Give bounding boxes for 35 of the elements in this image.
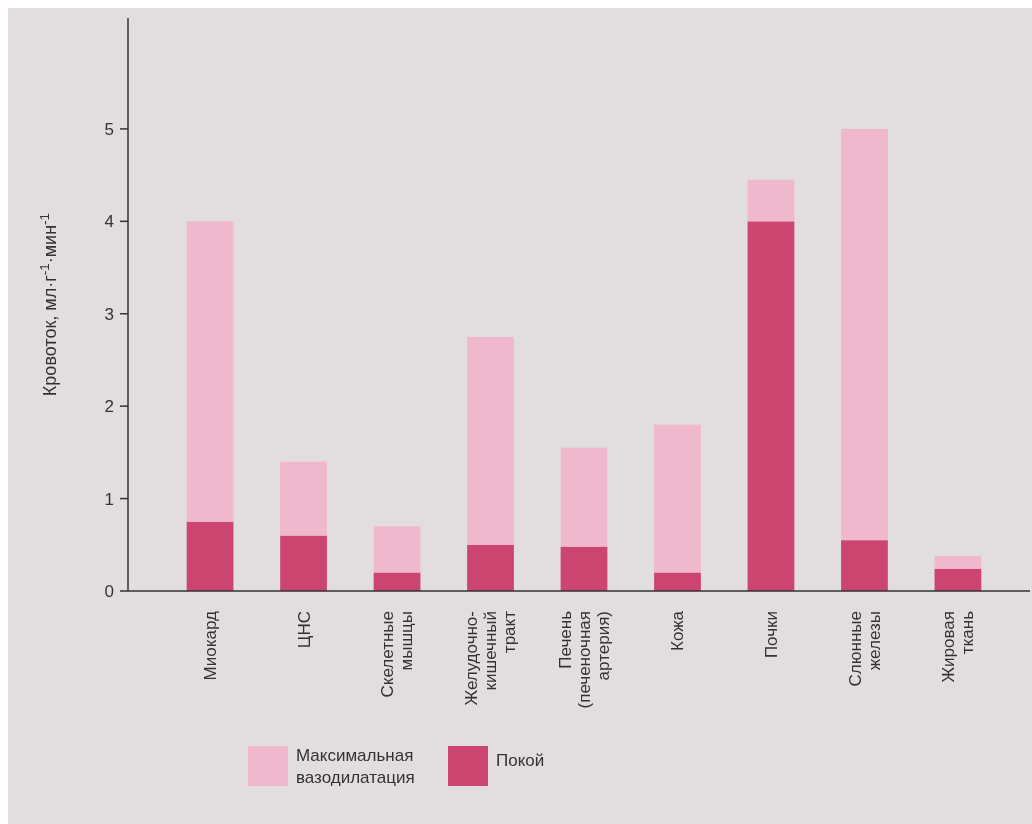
bar xyxy=(280,461,327,536)
bar xyxy=(747,179,795,222)
y-tick-label: 4 xyxy=(104,212,114,232)
bar xyxy=(934,555,982,569)
x-tick-label: Печень (печеночная артерия) xyxy=(555,610,613,709)
bar xyxy=(373,526,421,573)
x-tick-label: Желудочно-кишечный тракт xyxy=(462,610,520,706)
x-tick-label: Почки xyxy=(761,611,781,659)
bar xyxy=(654,424,701,573)
bar xyxy=(467,336,514,545)
x-tick-label: ЦНС xyxy=(294,611,314,649)
y-tick-label: 0 xyxy=(104,581,114,601)
y-tick-label: 5 xyxy=(104,119,114,139)
bar xyxy=(654,572,701,591)
bar xyxy=(841,128,888,541)
bar xyxy=(280,535,327,591)
bar xyxy=(747,221,795,591)
bar xyxy=(560,546,608,591)
bar xyxy=(373,572,421,591)
bar xyxy=(841,540,888,591)
x-tick-label: Миокард xyxy=(201,610,221,681)
bar xyxy=(467,544,514,591)
y-tick-label: 1 xyxy=(104,489,114,509)
legend-label: Покой xyxy=(496,751,545,770)
bar xyxy=(934,568,982,591)
x-tick-label: Слюнные железы xyxy=(845,611,884,687)
y-tick-label: 3 xyxy=(104,304,114,324)
bar xyxy=(560,447,608,547)
x-tick-label: Скелетные мышцы xyxy=(378,611,417,698)
x-tick-label: Жировая ткань xyxy=(939,610,978,683)
x-tick-label: Кожа xyxy=(668,610,688,651)
bar xyxy=(186,221,234,522)
y-tick-label: 2 xyxy=(104,397,114,417)
legend-label: Максимальная вазодилатация xyxy=(296,746,415,787)
bar xyxy=(186,521,234,591)
